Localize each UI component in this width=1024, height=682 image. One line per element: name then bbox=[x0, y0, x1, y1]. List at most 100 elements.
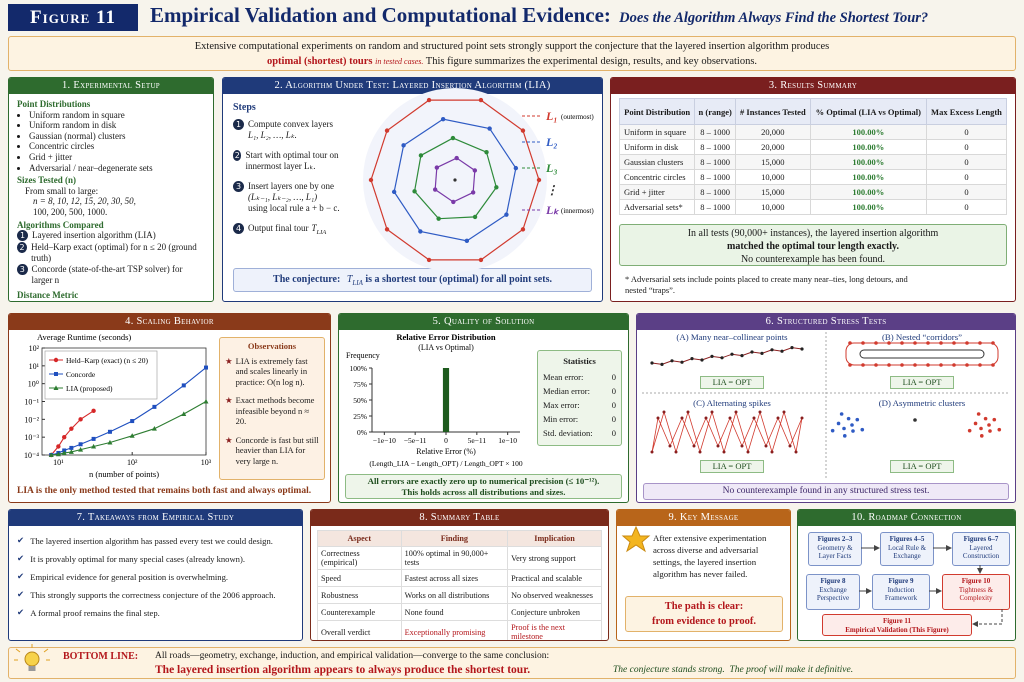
table-cell: Gaussian clusters bbox=[618, 154, 696, 170]
item-text: Layered insertion algorithm (LIA) bbox=[32, 230, 156, 241]
takeaway-text: Empirical evidence for general position … bbox=[30, 572, 229, 582]
roadmap-panel: 10. Roadmap Connection Figures 2–3 Geomet… bbox=[797, 509, 1016, 641]
step-body: Compute convex layers L₁, L₂, …, Lₖ. bbox=[248, 119, 333, 141]
table-cell: 0 bbox=[925, 154, 1008, 170]
algorithm-item: 1 Layered insertion algorithm (LIA) bbox=[17, 230, 205, 242]
table-row: Counterexample None found Conjecture unbro… bbox=[317, 603, 602, 621]
test-label: (B) Nested “corridors” bbox=[881, 332, 963, 342]
stat-value: 0 bbox=[611, 400, 616, 410]
table-cell: Robustness bbox=[317, 586, 402, 604]
table-cell: Fastest across all sizes bbox=[400, 569, 509, 587]
text: n = 8, 10, 12, 15, 20, 30, 50, bbox=[33, 196, 136, 207]
table-wrap: Point Distribution n (range) # Instances T… bbox=[618, 98, 1008, 215]
node-text: Local Rule & Exchange bbox=[887, 543, 927, 561]
list-item: Gaussian (normal) clusters bbox=[29, 131, 205, 142]
table-cell: 0 bbox=[925, 139, 1008, 155]
table-cell: 0 bbox=[925, 169, 1008, 185]
panel-title: 9. Key Message bbox=[617, 510, 790, 526]
table-row: Adversarial sets* 8 – 1000 10,000 100.00% 0 bbox=[618, 199, 1008, 215]
algorithm-item: 3 Concorde (state-of-the-art TSP solver) … bbox=[17, 264, 205, 285]
table-cell: Practical and scalable bbox=[507, 569, 602, 587]
text: From small to large: bbox=[25, 185, 99, 196]
statistics-box: Statistics Mean error: 0 Median error: 0 Max… bbox=[537, 350, 622, 446]
takeaway: ✔ Empirical evidence for general position… bbox=[17, 568, 294, 586]
step-body: Output final tour TLIA bbox=[248, 223, 326, 238]
observation-text: Concorde is fast but still heavier than … bbox=[235, 434, 319, 466]
table-row: Overall verdict Exceptionally promising Pr… bbox=[317, 620, 602, 640]
step-text: Output final tour bbox=[248, 223, 309, 233]
test-label: (A) Many near–collinear points bbox=[676, 332, 788, 342]
header: Empirical Validation and Computational E… bbox=[150, 3, 1020, 28]
list-item: Uniform random in disk bbox=[29, 120, 205, 131]
caption-line: All errors are exactly zero up to numeri… bbox=[367, 476, 600, 486]
observation-text: LIA is extremely fast and scales linearl… bbox=[235, 355, 308, 387]
step: 2 Start with optimal tour on innermost la… bbox=[233, 150, 373, 172]
panel-title: 5. Quality of Solution bbox=[339, 314, 628, 330]
takeaway-text: The layered insertion algorithm has pass… bbox=[30, 536, 273, 546]
intro-highlight: optimal (shortest) tours bbox=[266, 56, 373, 67]
table-cell: 0 bbox=[925, 199, 1008, 215]
conjecture-sub: LIA bbox=[352, 279, 363, 287]
test-result: LIA = OPT bbox=[890, 460, 954, 473]
footnote-text: Adversarial sets include points placed t… bbox=[625, 274, 908, 295]
table-row: Grid + jitter 8 – 1000 15,000 100.00% 0 bbox=[618, 184, 1008, 200]
highlight-line: from evidence to proof. bbox=[651, 616, 756, 627]
column-header: n (range) bbox=[694, 98, 737, 125]
table-cell: 8 – 1000 bbox=[694, 199, 737, 215]
table-cell: 100.00% bbox=[809, 184, 927, 200]
table-cell: Speed bbox=[317, 569, 402, 587]
panel-title: 4. Scaling Behavior bbox=[9, 314, 330, 330]
intro-text: This figure summarizes the experimental … bbox=[425, 56, 758, 67]
table-cell: 100.00% bbox=[809, 139, 927, 155]
stat-label: Median error: bbox=[543, 386, 590, 396]
table-cell: 8 – 1000 bbox=[694, 184, 737, 200]
observations-box: Observations ★ LIA is extremely fast and … bbox=[219, 337, 325, 480]
table-cell: Correctness (empirical) bbox=[317, 546, 402, 570]
table-cell: 8 – 1000 bbox=[694, 139, 737, 155]
step-number: 1 bbox=[233, 119, 244, 130]
column-header: # Instances Tested bbox=[735, 98, 811, 125]
test-label: (C) Alternating spikes bbox=[693, 398, 771, 408]
algorithm-item: 2 Held–Karp exact (optimal) for n ≤ 20 (g… bbox=[17, 242, 205, 263]
takeaway-text: A formal proof remains the final step. bbox=[30, 608, 160, 618]
column-header: Aspect bbox=[317, 530, 402, 547]
roadmap-node: Figures 4–5 Local Rule & Exchange bbox=[880, 532, 934, 566]
check-icon: ✔ bbox=[17, 554, 25, 564]
node-label: Figure 9 bbox=[888, 577, 914, 585]
bottom-line: BOTTOM LINE: All roads—geometry, exchang… bbox=[8, 647, 1016, 679]
footnote-mark: * bbox=[625, 274, 630, 284]
table-cell: 0 bbox=[925, 184, 1008, 200]
figure-badge: Figure 11 bbox=[8, 4, 138, 31]
results-table: Point Distribution n (range) # Instances T… bbox=[618, 98, 1008, 215]
table-cell: Uniform in square bbox=[618, 124, 696, 140]
stat-value: 0 bbox=[611, 428, 616, 438]
observation: ★ Concorde is fast but still heavier than… bbox=[225, 435, 319, 467]
heading: Steps bbox=[233, 102, 256, 113]
conjecture-label: The conjecture: bbox=[273, 274, 341, 285]
node-text: Tightness & Complexity bbox=[958, 585, 994, 603]
check-icon: ✔ bbox=[17, 608, 25, 618]
node-text: Geometry & Layer Facts bbox=[817, 543, 853, 561]
step-body: Insert layers one by one (Lₖ₋₁, Lₖ₋₂, …, … bbox=[248, 181, 340, 214]
item-number: 3 bbox=[17, 264, 28, 276]
panel-title: 10. Roadmap Connection bbox=[798, 510, 1015, 526]
key-highlight: The path is clear: from evidence to proo… bbox=[625, 596, 783, 632]
node-text: Layered Construction bbox=[962, 543, 1000, 561]
heading: Sizes Tested (n) bbox=[17, 175, 77, 186]
step-list: 1 Compute convex layers L₁, L₂, …, Lₖ. 2 Sta… bbox=[233, 119, 373, 238]
roadmap-node: Figure 9 Induction Framework bbox=[872, 574, 930, 610]
node-text: Exchange Perspective bbox=[816, 585, 850, 603]
step-text: using local rule a + b − c. bbox=[248, 203, 340, 213]
heading: Statistics bbox=[563, 356, 596, 366]
step-number: 4 bbox=[233, 223, 244, 234]
star-bullet: ★ bbox=[225, 355, 233, 366]
panel-body: Point Distributions Uniform random in sq… bbox=[9, 94, 213, 301]
scaling-panel: 4. Scaling Behavior Observations ★ LIA is… bbox=[8, 313, 331, 503]
check-icon: ✔ bbox=[17, 590, 25, 600]
node-text: Induction Framework bbox=[884, 585, 918, 603]
step: 1 Compute convex layers L₁, L₂, …, Lₖ. bbox=[233, 119, 373, 141]
list-item: Grid + jitter bbox=[29, 152, 205, 163]
item-text: Concorde (state-of-the-art TSP solver) f… bbox=[31, 264, 183, 285]
summary-line: No counterexample has been found. bbox=[740, 254, 886, 265]
step-math: T bbox=[311, 223, 317, 233]
